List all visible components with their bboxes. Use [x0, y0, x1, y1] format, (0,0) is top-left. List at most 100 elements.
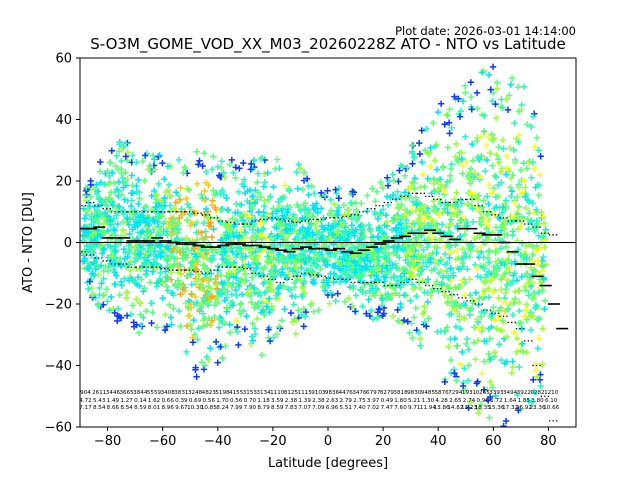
data-point [238, 291, 246, 298]
data-point [104, 254, 111, 261]
data-point [96, 168, 104, 175]
data-point [493, 85, 501, 92]
data-point [221, 256, 228, 264]
data-point [171, 204, 178, 212]
data-point [202, 247, 209, 254]
data-point [424, 298, 431, 306]
data-point [434, 108, 442, 116]
data-point [250, 192, 257, 199]
data-point [541, 305, 548, 313]
data-point [209, 252, 216, 259]
data-point [123, 294, 130, 301]
data-point [529, 158, 536, 166]
data-point [402, 240, 410, 247]
data-point [374, 275, 382, 283]
data-point [135, 329, 143, 337]
bin-stat-label: 7294 [448, 390, 463, 396]
bin-stat-label: 1.62 [148, 398, 160, 404]
y-tick-label: −60 [45, 421, 72, 436]
data-point [310, 213, 317, 220]
data-point [413, 201, 420, 209]
data-point [239, 217, 247, 224]
x-tick-label: −20 [259, 434, 286, 449]
data-point [206, 298, 213, 305]
data-point [82, 211, 90, 219]
data-point [444, 238, 451, 246]
data-point [411, 175, 419, 182]
data-point [92, 294, 99, 302]
data-point [97, 179, 105, 186]
data-point [331, 201, 338, 208]
data-point [264, 259, 271, 266]
data-point [180, 169, 187, 177]
bin-stat-label: 4.72 [79, 398, 91, 404]
data-point [480, 386, 488, 393]
data-point [158, 249, 166, 256]
data-point [193, 148, 200, 155]
data-point [251, 325, 259, 333]
data-point [192, 293, 199, 301]
data-point [420, 215, 428, 222]
data-point [441, 205, 448, 213]
data-point [140, 214, 147, 222]
data-point [509, 228, 517, 235]
data-point [171, 255, 178, 262]
bin-stat-label: 1110 [270, 390, 285, 396]
data-point [431, 143, 439, 150]
x-tick-label: −60 [149, 434, 176, 449]
data-point [250, 284, 258, 292]
data-point [156, 151, 163, 159]
data-point [174, 277, 182, 284]
bin-stat-label: 4155 [229, 390, 244, 396]
data-point [217, 206, 225, 214]
data-point [345, 259, 353, 266]
bin-stat-label: 8.59 [271, 405, 284, 411]
bin-stat-label: 2.63 [326, 398, 339, 404]
data-point [315, 306, 323, 314]
data-point [335, 195, 342, 202]
bin-stat-label: 3476 [352, 390, 367, 396]
data-point [274, 232, 281, 239]
data-point [408, 244, 416, 252]
data-point [203, 353, 211, 361]
data-point [376, 306, 383, 313]
data-point [171, 281, 179, 289]
data-point [202, 195, 209, 203]
data-point [492, 270, 500, 278]
data-point [93, 240, 100, 247]
y-tick-label: 60 [55, 52, 72, 67]
data-point [509, 363, 517, 371]
data-point [221, 286, 228, 293]
data-point [347, 266, 355, 273]
data-point [538, 267, 545, 274]
data-point [498, 165, 505, 172]
data-point [248, 274, 256, 281]
bin-stat-label: 3446 [106, 390, 121, 396]
data-point [210, 187, 217, 194]
data-point [474, 105, 481, 112]
data-point [230, 233, 238, 240]
bin-stat-label: 3844 [133, 390, 148, 396]
data-point [475, 301, 482, 309]
data-point [441, 250, 449, 258]
scatter-points [80, 63, 549, 427]
data-point [451, 370, 458, 377]
data-point [277, 240, 284, 248]
data-point [373, 188, 381, 195]
bin-stat-label: 9830 [407, 390, 422, 396]
data-point [125, 248, 133, 255]
bin-stat-label: 1.85 [518, 398, 531, 404]
data-point [300, 271, 308, 278]
data-point [145, 221, 153, 229]
data-point [303, 175, 311, 182]
data-point [446, 130, 453, 137]
data-point [474, 233, 481, 241]
data-point [469, 300, 477, 307]
data-point [487, 86, 494, 93]
data-point [195, 161, 202, 168]
data-point [233, 317, 240, 324]
y-tick-label: 0 [64, 236, 72, 251]
data-point [273, 292, 280, 299]
data-point [511, 120, 518, 127]
data-point [279, 253, 286, 260]
